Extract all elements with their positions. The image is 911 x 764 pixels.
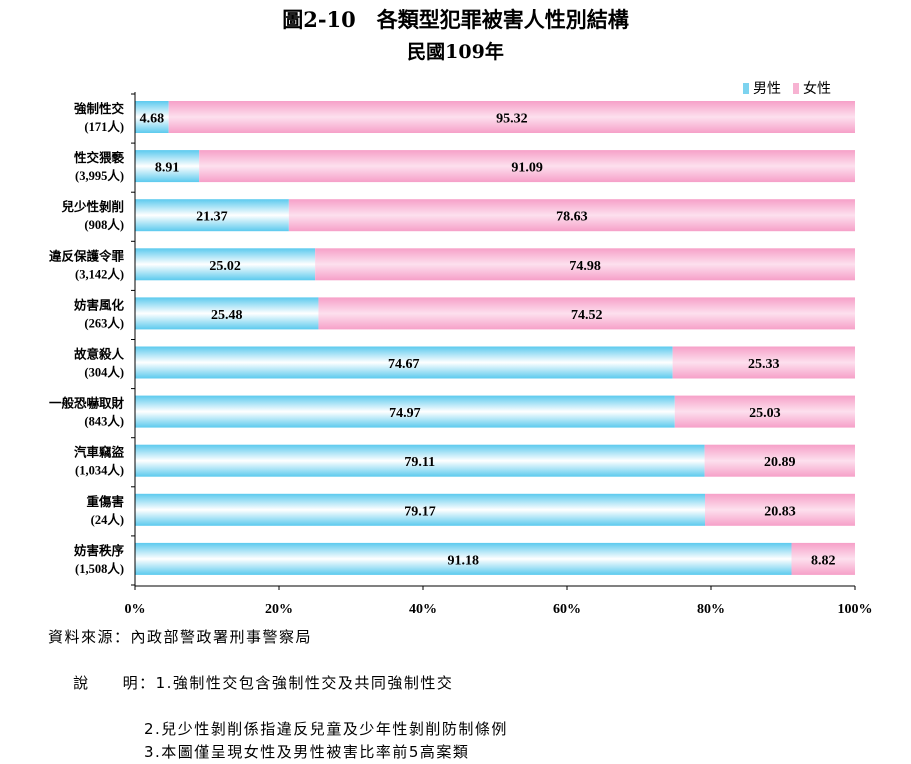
data-label-female-3: 74.98 (569, 259, 601, 274)
category-count-0: (171人) (84, 119, 124, 134)
category-count-5: (304人) (84, 365, 124, 380)
category-label-4: 妨害風化 (73, 297, 125, 312)
category-count-4: (263人) (84, 315, 124, 330)
x-tick-label: 20% (265, 602, 293, 617)
category-label-2: 兒少性剝削 (61, 199, 124, 214)
data-label-male-4: 25.48 (211, 308, 243, 323)
bar-male-1 (135, 150, 200, 183)
bar-male-4 (135, 297, 319, 330)
source-note: 資料來源：內政部警政署刑事警察局 (48, 628, 313, 646)
category-count-6: (843人) (84, 414, 124, 429)
x-tick-label: 0% (125, 602, 146, 617)
x-tick-label: 80% (697, 602, 725, 617)
footnotes: 資料來源：內政部警政署刑事警察局 說 明：1.強制性交包含強制性交及共同強制性交… (48, 626, 508, 764)
explain-line: 說 明：1.強制性交包含強制性交及共同強制性交 (48, 649, 508, 718)
category-count-2: (908人) (84, 217, 124, 232)
data-label-female-2: 78.63 (556, 210, 588, 225)
data-label-male-5: 74.67 (388, 357, 420, 372)
category-count-8: (24人) (91, 512, 124, 527)
legend-label-female: 女性 (803, 81, 831, 97)
bar-male-7 (135, 444, 705, 477)
category-label-5: 故意殺人 (74, 347, 125, 362)
x-tick-label: 60% (553, 602, 581, 617)
category-label-3: 違反保護令罪 (49, 248, 125, 263)
bar-female-0 (168, 101, 856, 133)
bar-female-6 (674, 395, 855, 428)
note-item-1: 1.強制性交包含強制性交及共同強制性交 (155, 674, 454, 692)
category-label-6: 一般恐嚇取財 (49, 396, 125, 411)
data-label-female-1: 91.09 (511, 161, 543, 176)
data-label-male-2: 21.37 (196, 210, 228, 225)
bar-female-5 (672, 346, 855, 379)
data-label-female-7: 20.89 (764, 455, 796, 470)
x-tick-label: 100% (838, 602, 873, 617)
category-label-7: 汽車竊盜 (74, 445, 125, 460)
bar-male-3 (135, 248, 316, 281)
category-label-9: 妨害秩序 (73, 543, 125, 558)
bar-male-6 (135, 395, 675, 428)
category-count-7: (1,034人) (75, 463, 124, 478)
data-label-male-1: 8.91 (155, 161, 180, 176)
stacked-bar-chart: 4.68 95.32 8.91 91.09 21.37 78.63 25.02 74.98 25… (49, 92, 873, 617)
bar-female-1 (199, 150, 856, 183)
bar-female-2 (288, 199, 855, 232)
explain-label: 說 明： (73, 674, 156, 692)
data-label-male-0: 4.68 (140, 112, 165, 127)
data-label-female-0: 95.32 (496, 112, 528, 127)
category-count-1: (3,995人) (75, 168, 124, 183)
legend: 男性 女性 (743, 78, 839, 98)
bar-male-8 (135, 493, 706, 526)
data-label-male-3: 25.02 (209, 259, 241, 274)
bar-female-8 (705, 493, 855, 526)
bar-male-2 (135, 199, 289, 232)
data-label-male-9: 91.18 (447, 553, 479, 568)
data-label-female-6: 25.03 (749, 406, 781, 421)
legend-swatch-male (743, 82, 749, 94)
data-label-female-5: 25.33 (748, 357, 780, 372)
category-count-3: (3,142人) (75, 266, 124, 281)
bar-female-3 (315, 248, 855, 281)
bar-male-9 (135, 542, 792, 575)
data-label-male-7: 79.11 (404, 455, 435, 470)
data-label-male-8: 79.17 (404, 504, 436, 519)
category-label-8: 重傷害 (86, 494, 124, 509)
note-item-3: 3.本圖僅呈現女性及男性被害比率前5高案類 (144, 743, 470, 761)
legend-swatch-female (793, 82, 799, 94)
category-label-0: 強制性交 (74, 101, 125, 116)
category-label-1: 性交猥褻 (73, 150, 125, 165)
data-label-female-8: 20.83 (764, 504, 796, 519)
bar-male-5 (135, 346, 673, 379)
data-label-female-4: 74.52 (571, 308, 603, 323)
category-count-9: (1,508人) (75, 561, 124, 576)
x-tick-label: 40% (409, 602, 437, 617)
bar-female-9 (791, 542, 855, 575)
bar-female-4 (318, 297, 855, 330)
chart-title: 圖2-10 各類型犯罪被害人性別結構 (282, 7, 629, 32)
bar-female-7 (704, 444, 855, 477)
data-label-female-9: 8.82 (811, 553, 836, 568)
note-item-2: 2.兒少性剝削係指違反兒童及少年性剝削防制條例 (144, 720, 508, 738)
bar-male-0 (135, 101, 169, 133)
chart-subtitle: 民國109年 (407, 41, 504, 63)
data-label-male-6: 74.97 (389, 406, 421, 421)
legend-label-male: 男性 (753, 81, 781, 97)
